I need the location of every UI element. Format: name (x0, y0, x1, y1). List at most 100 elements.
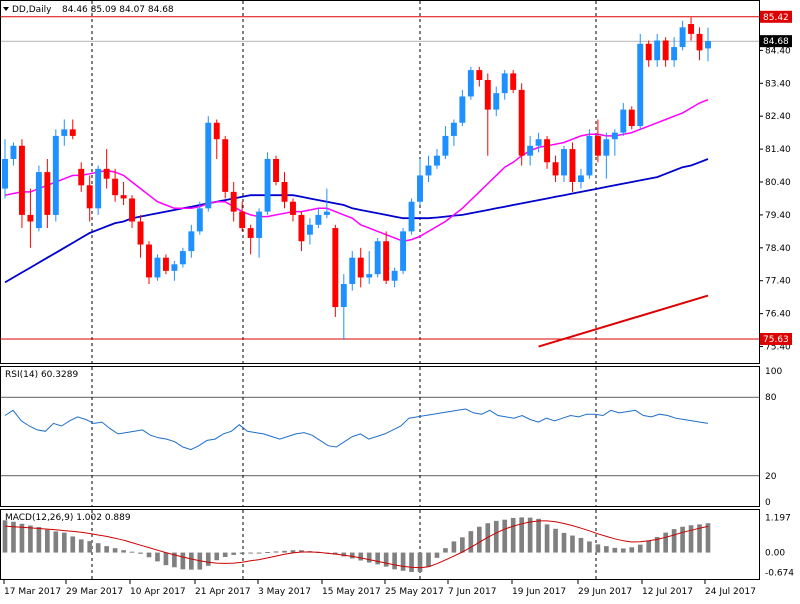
candle-body (306, 224, 313, 235)
slow-moving-average (4, 158, 709, 284)
candle-body (679, 27, 686, 48)
candle-body (340, 284, 347, 308)
candle-body (400, 231, 407, 271)
candle-body (569, 149, 576, 182)
long-moving-average (538, 294, 709, 348)
price-tick-label: 81.40 (765, 145, 791, 155)
candle-body (162, 257, 169, 271)
candle-body (577, 175, 584, 182)
macd-histogram-bar (290, 550, 296, 553)
date-tick-label: 19 Jun 2017 (512, 587, 566, 597)
candle-body (239, 211, 246, 229)
candle-body (52, 135, 59, 215)
macd-histogram-bar (544, 524, 550, 553)
macd-histogram-bar (561, 532, 567, 553)
candle-body (628, 109, 635, 127)
candle-body (374, 241, 381, 275)
price-tick-label: 79.40 (765, 211, 791, 221)
macd-histogram-bar (205, 552, 211, 566)
candle-body (366, 274, 373, 278)
rsi-line (4, 408, 709, 451)
macd-histogram-bar (612, 547, 618, 553)
macd-histogram-bar (620, 548, 626, 553)
price-tick-label: 83.40 (765, 79, 791, 89)
candle-body (544, 139, 551, 163)
candle-body (408, 201, 415, 232)
macd-histogram-bar (570, 535, 575, 553)
candle-body (154, 257, 161, 278)
candle-body (146, 244, 152, 278)
macd-histogram-bar (155, 552, 160, 562)
macd-histogram-bar (231, 552, 237, 555)
candle-body (171, 264, 178, 271)
fast-moving-average (4, 99, 709, 242)
candle-body (586, 135, 593, 176)
macd-histogram-bar (392, 552, 397, 570)
candle-body (213, 122, 220, 140)
candle-body (671, 47, 678, 61)
rsi-tick-label: 100 (765, 367, 782, 377)
candle-body (222, 139, 229, 192)
candle-body (196, 208, 203, 232)
macd-histogram-bar (510, 517, 516, 553)
candle-body (323, 211, 330, 215)
price-tick-label: 78.40 (765, 244, 791, 254)
candle-body (501, 73, 508, 94)
resistance-price-tag-bg (760, 10, 792, 23)
rsi-tick-label: 80 (765, 393, 777, 403)
macd-histogram-bar (417, 552, 423, 572)
candle-body (552, 162, 559, 176)
candle-body (467, 70, 474, 97)
collapse-triangle-icon[interactable] (3, 7, 9, 11)
macd-histogram-bar (705, 523, 711, 553)
last-price-tag: 84.68 (763, 37, 789, 47)
macd-histogram-bar (697, 524, 702, 553)
candle-body (476, 70, 483, 80)
candle-body (179, 251, 186, 265)
macd-histogram-bar (104, 546, 109, 553)
macd-histogram-bar (299, 550, 304, 553)
candle-body (561, 149, 567, 176)
macd-title: MACD(12,26,9) 1.002 0.889 (5, 513, 131, 523)
candle-body (95, 168, 102, 209)
candle-body (264, 158, 271, 212)
candle-body (281, 182, 288, 202)
macd-histogram-bar (146, 552, 152, 558)
macd-histogram-bar (222, 552, 228, 557)
macd-histogram-bar (502, 519, 508, 553)
macd-histogram-bar (434, 552, 440, 558)
date-tick-label: 29 Mar 2017 (66, 587, 123, 597)
date-tick-label: 15 May 2017 (322, 587, 381, 597)
candle-body (69, 129, 76, 136)
macd-histogram-bar (19, 523, 25, 553)
macd-histogram-bar (87, 541, 93, 553)
macd-histogram-bar (70, 536, 76, 553)
macd-histogram-bar (45, 529, 50, 553)
macd-histogram-bar (172, 552, 177, 568)
macd-histogram-bar (468, 531, 474, 553)
candle-body (688, 24, 695, 34)
candle-body (27, 214, 34, 222)
date-tick-label: 10 Apr 2017 (130, 587, 186, 597)
candle-body (357, 257, 364, 278)
macd-histogram-bar (443, 548, 448, 553)
macd-histogram-bar (646, 540, 652, 553)
price-tick-label: 82.40 (765, 112, 791, 122)
axes-layer: 84.40 83.40 82.40 81.40 80.40 79.40 78.40 77.40… (3, 10, 794, 597)
candle-body (61, 129, 68, 136)
candle-body (256, 211, 263, 238)
candle-body (298, 214, 305, 242)
candle-body (332, 228, 339, 308)
macd-histogram-bar (95, 543, 101, 553)
candle-body (425, 165, 432, 176)
macd-histogram-bar (28, 525, 33, 553)
macd-histogram-bar (273, 551, 279, 553)
candle-body (35, 172, 42, 229)
macd-histogram-bar (663, 532, 668, 553)
main-title: DD,Daily (12, 5, 52, 15)
date-tick-label: 25 May 2017 (385, 587, 444, 597)
macd-layer (2, 510, 711, 579)
macd-histogram-bar (61, 532, 67, 553)
